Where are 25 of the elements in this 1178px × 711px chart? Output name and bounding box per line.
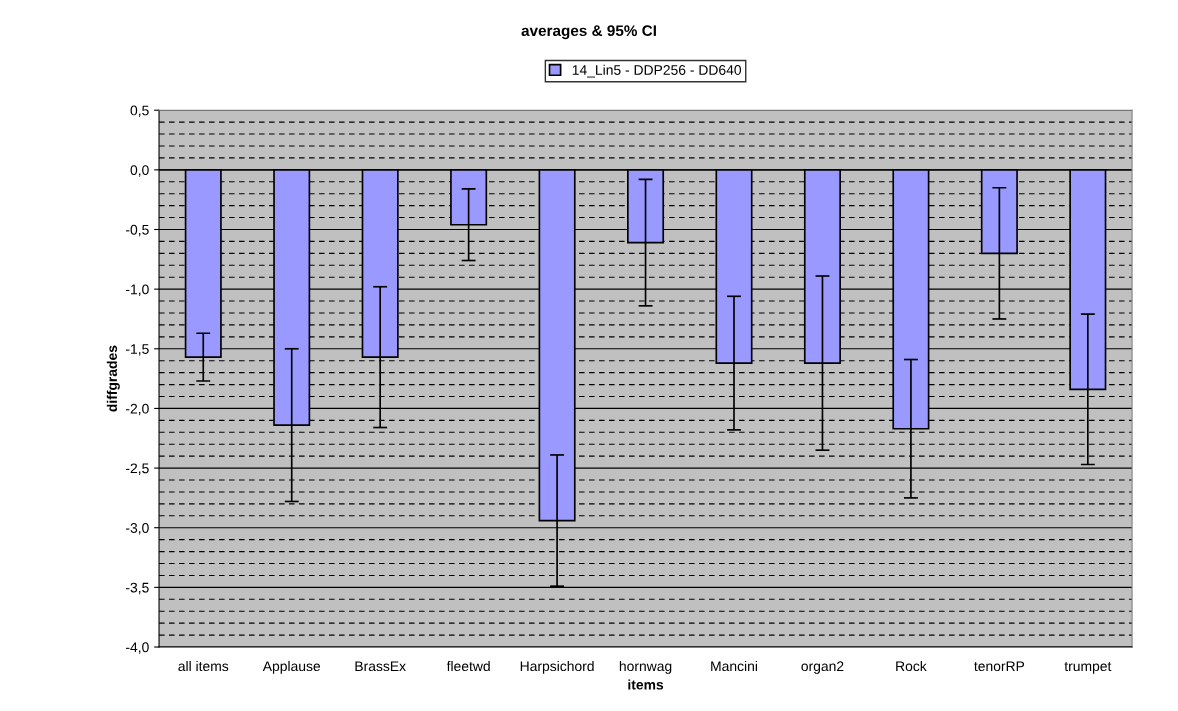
x-tick-label: fleetwd: [446, 660, 490, 672]
y-axis-title: diffgrades: [106, 345, 120, 412]
x-tick-label: Harpsichord: [520, 660, 594, 674]
x-tick-label: tenorRP: [974, 661, 1025, 672]
x-tick-label: Applause: [262, 660, 321, 674]
y-tick-label: -2,5: [125, 463, 149, 475]
x-tick-label: all items: [178, 660, 229, 672]
x-tick-label: Mancini: [711, 660, 757, 672]
x-tick-label: Rock: [896, 660, 927, 672]
y-tick-label: -1,0: [125, 284, 149, 296]
y-tick-label: -0,5: [125, 224, 149, 237]
x-tick-label: hornwag: [619, 660, 672, 674]
x-tick-label: trumpet: [1064, 661, 1112, 674]
y-tick-label: -2,0: [125, 403, 149, 416]
x-axis-title: items: [628, 679, 664, 690]
x-tick-label: BrassEx: [355, 661, 406, 672]
y-tick-label: -1,5: [125, 344, 149, 356]
y-tick-label: -3,5: [125, 582, 149, 595]
chart-title: averages & 95% CI: [521, 25, 656, 40]
x-tick-label: organ2: [801, 661, 844, 674]
y-tick-label: 0,5: [130, 105, 149, 118]
legend-label: 14_Lin5 - DDP256 - DD640: [572, 64, 742, 78]
y-tick-label: -3,0: [125, 523, 149, 535]
y-tick-label: -4,0: [125, 642, 149, 654]
y-tick-label: 0,0: [130, 165, 149, 177]
